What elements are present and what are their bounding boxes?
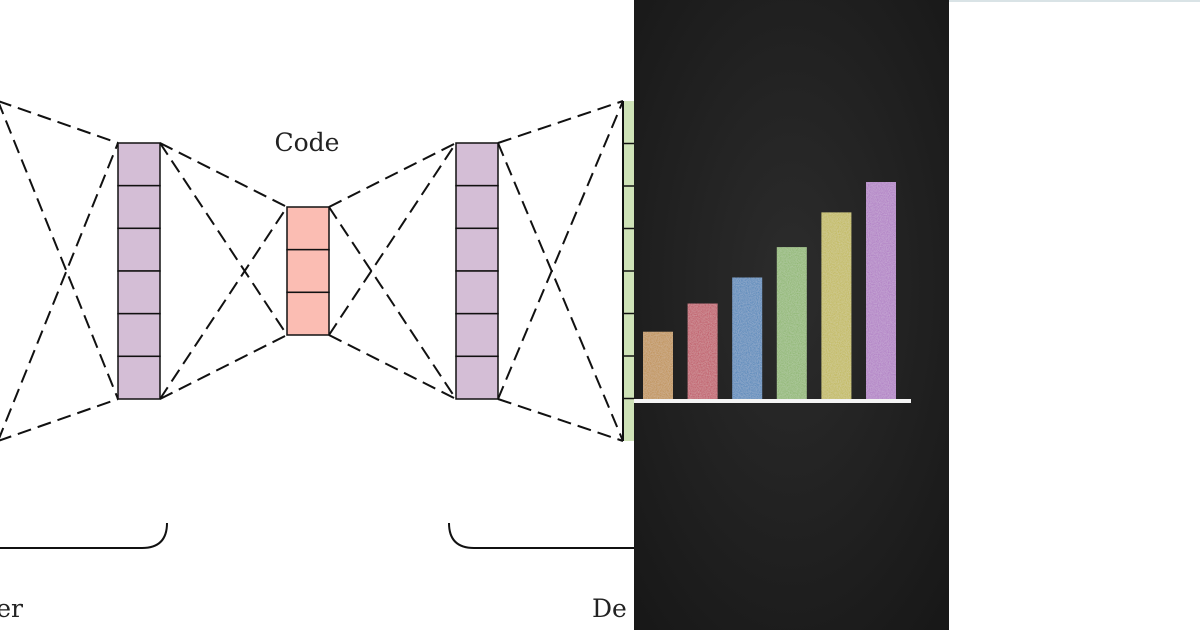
connection-lines xyxy=(0,100,624,442)
connection-line xyxy=(159,206,288,400)
decoder-hidden-unit xyxy=(455,184,499,230)
connection-line xyxy=(0,142,119,439)
decoder-hidden-unit xyxy=(455,355,499,400)
blank-panel xyxy=(949,0,1200,632)
decoder-hidden-unit xyxy=(455,142,499,187)
decoder-hidden-unit xyxy=(455,227,499,272)
encoder-brace xyxy=(0,522,168,549)
code-unit xyxy=(286,248,330,294)
decoder-hidden-unit xyxy=(455,312,499,358)
chalk-bar xyxy=(687,303,718,399)
connection-line xyxy=(497,100,624,400)
encoder-hidden-unit xyxy=(117,184,161,230)
output-layer xyxy=(622,101,634,441)
code-label: Code xyxy=(275,128,340,157)
chalk-bars xyxy=(643,182,896,399)
code-unit xyxy=(286,206,330,251)
connection-line xyxy=(497,142,624,442)
layer-boxes xyxy=(117,142,499,400)
chalk-bar xyxy=(821,212,852,399)
connection-line xyxy=(497,398,624,442)
chalk-bar xyxy=(866,182,896,399)
encoder-hidden-unit xyxy=(117,312,161,358)
connection-line xyxy=(328,334,457,400)
encoder-hidden-unit xyxy=(117,142,161,187)
decoder-label: De xyxy=(592,594,627,623)
connection-line xyxy=(159,334,288,400)
connection-line xyxy=(328,142,457,208)
connection-line xyxy=(497,100,624,144)
encoder-hidden-unit xyxy=(117,355,161,400)
chalk-baseline xyxy=(634,399,911,403)
encoder-hidden-unit xyxy=(117,270,161,315)
encoder-hidden-unit xyxy=(117,227,161,272)
connection-line xyxy=(0,100,119,144)
chalkboard-bar-chart xyxy=(634,0,949,630)
connection-line xyxy=(0,398,119,442)
connection-line xyxy=(159,142,288,208)
connection-line xyxy=(159,142,288,336)
chalk-bar xyxy=(732,277,763,399)
decoder-hidden-unit xyxy=(455,270,499,315)
decoder-brace xyxy=(448,522,634,549)
connection-line xyxy=(328,142,457,336)
connection-line xyxy=(328,206,457,400)
chalk-bar xyxy=(776,247,807,399)
chalk-bar xyxy=(643,331,673,399)
encoder-label: er xyxy=(0,594,23,623)
code-unit xyxy=(286,291,330,336)
connection-line xyxy=(0,103,119,400)
autoencoder-diagram: Code er De xyxy=(0,100,634,623)
